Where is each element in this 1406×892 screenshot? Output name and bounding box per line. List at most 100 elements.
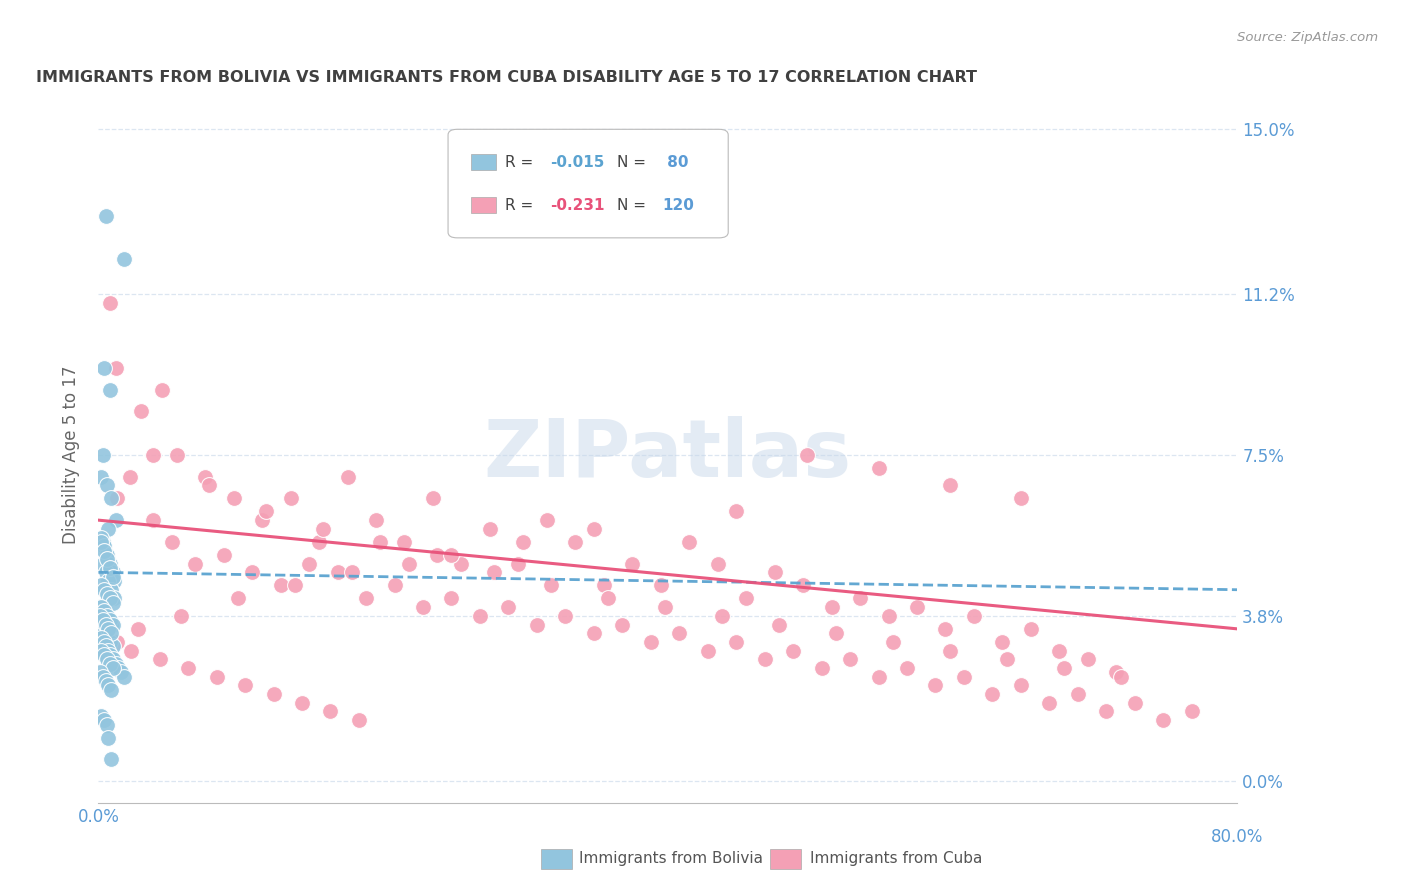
Point (706, 557, 728, 571)
Point (1019, 622, 1042, 636)
Point (540, 578, 562, 592)
Point (291, 696, 314, 710)
Point (104, 657, 127, 671)
Point (212, 548, 235, 562)
Point (782, 643, 804, 657)
Point (118, 469, 141, 483)
Point (103, 574, 125, 588)
Point (725, 635, 748, 649)
Point (90, 531, 112, 545)
Point (97, 731, 120, 745)
Point (824, 626, 846, 640)
Point (90, 631, 112, 645)
Point (194, 469, 217, 483)
Point (101, 661, 124, 675)
Point (127, 622, 149, 636)
Point (91, 534, 114, 549)
Point (98, 561, 121, 575)
Point (284, 578, 307, 592)
Point (93, 543, 115, 558)
Point (101, 652, 124, 666)
Text: Immigrants from Bolivia: Immigrants from Bolivia (579, 852, 763, 866)
Point (97, 643, 120, 657)
Text: R =: R = (505, 154, 538, 169)
Point (280, 491, 302, 506)
Point (1077, 652, 1099, 666)
Point (94, 617, 117, 632)
Point (89, 608, 111, 623)
Point (94, 674, 117, 689)
Point (270, 578, 292, 592)
Point (340, 566, 363, 580)
Bar (471, 197, 496, 212)
Point (1067, 687, 1090, 701)
Point (96, 631, 118, 645)
Text: N =: N = (617, 154, 651, 169)
Point (89, 600, 111, 615)
Point (963, 608, 986, 623)
Point (995, 652, 1018, 666)
Point (1095, 705, 1118, 719)
Point (91, 605, 114, 619)
Point (94, 639, 117, 653)
Point (1152, 713, 1174, 727)
Point (91, 613, 114, 627)
Point (93, 539, 115, 553)
Point (205, 670, 228, 684)
Text: ZIPatlas: ZIPatlas (484, 416, 852, 494)
Point (96, 652, 118, 666)
Point (101, 639, 124, 653)
Text: R =: R = (505, 197, 538, 212)
Point (98, 635, 121, 649)
Point (1109, 670, 1132, 684)
Point (100, 682, 122, 697)
Point (96, 552, 118, 566)
Point (94, 548, 117, 562)
Point (468, 608, 491, 623)
Point (101, 570, 124, 584)
Point (149, 652, 172, 666)
Point (384, 578, 406, 592)
Bar (471, 154, 496, 169)
Point (308, 534, 330, 549)
Point (654, 600, 676, 615)
Point (93, 605, 115, 619)
Point (90, 600, 112, 615)
Point (89, 665, 111, 680)
Point (250, 513, 273, 527)
Point (678, 534, 700, 549)
Point (90, 469, 112, 483)
Point (91, 557, 114, 571)
Point (120, 643, 142, 657)
Point (105, 491, 128, 506)
Point (298, 557, 321, 571)
Point (1038, 696, 1060, 710)
Point (93, 635, 115, 649)
Point (934, 622, 956, 636)
Point (668, 626, 690, 640)
Point (336, 469, 359, 483)
Point (93, 582, 115, 597)
Point (868, 461, 890, 475)
Text: -0.015: -0.015 (551, 154, 605, 169)
Point (107, 661, 129, 675)
Point (98, 648, 121, 662)
Point (100, 491, 122, 506)
Point (710, 608, 733, 623)
Point (440, 591, 463, 606)
Point (508, 557, 530, 571)
Point (612, 617, 634, 632)
Point (101, 566, 124, 580)
Text: Source: ZipAtlas.com: Source: ZipAtlas.com (1237, 31, 1378, 45)
Point (112, 670, 135, 684)
Point (222, 491, 245, 506)
Point (582, 626, 605, 640)
Point (621, 557, 644, 571)
Point (254, 504, 277, 518)
Point (938, 643, 960, 657)
Point (1010, 678, 1032, 692)
Point (96, 548, 118, 562)
Point (754, 652, 776, 666)
Point (582, 522, 605, 536)
Point (368, 534, 391, 549)
